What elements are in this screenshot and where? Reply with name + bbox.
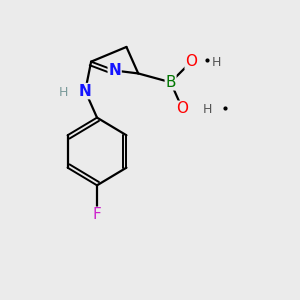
Text: H: H [203,103,212,116]
Text: N: N [79,84,92,99]
Text: H: H [58,86,68,99]
Text: O: O [185,54,197,69]
Text: F: F [93,207,101,222]
Text: H: H [212,56,221,69]
Text: N: N [108,63,121,78]
Text: B: B [165,75,176,90]
Text: O: O [176,101,188,116]
